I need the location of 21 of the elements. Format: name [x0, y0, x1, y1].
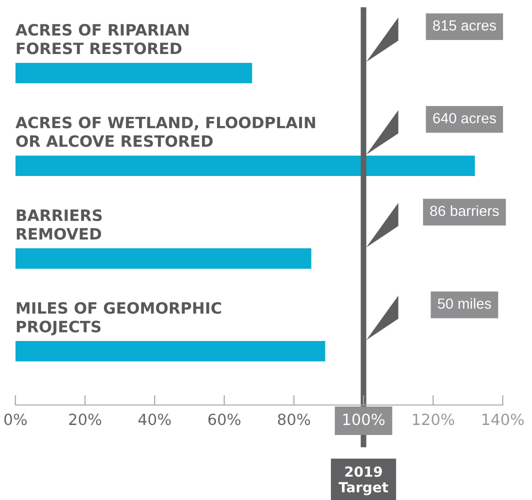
y-tick-label: ACRES OF WETLAND, FLOODPLAIN OR ALCOVE RESTORED — [16, 116, 316, 147]
bar — [15, 156, 475, 176]
y-tick-label: ACRES OF RIPARIAN FOREST RESTORED — [16, 24, 189, 54]
y-tick-label: MILES OF GEOMORPHIC PROJECTS — [16, 302, 222, 336]
x-tick-label: 140% — [482, 414, 524, 426]
bar — [15, 341, 326, 362]
y-tick-label: BARRIERS REMOVED — [16, 209, 102, 240]
annotation: 815 acres — [433, 20, 496, 31]
x-tick-label: 60% — [208, 414, 240, 426]
x-tick-label: 20% — [69, 414, 102, 426]
annotation: 640 acres — [433, 113, 496, 124]
x-tick-label: 100% — [343, 414, 385, 426]
x-tick-label: 80% — [278, 414, 310, 426]
x-tick-label: 40% — [138, 414, 171, 426]
bar — [15, 248, 312, 269]
x-tick-label: 120% — [412, 414, 454, 426]
x-tick-label: 0% — [4, 414, 27, 426]
annotation: 50 miles — [438, 298, 492, 309]
annotation: 86 barriers — [430, 205, 499, 216]
ref-line-label: 2019 Target — [338, 466, 388, 496]
bar — [15, 62, 252, 84]
